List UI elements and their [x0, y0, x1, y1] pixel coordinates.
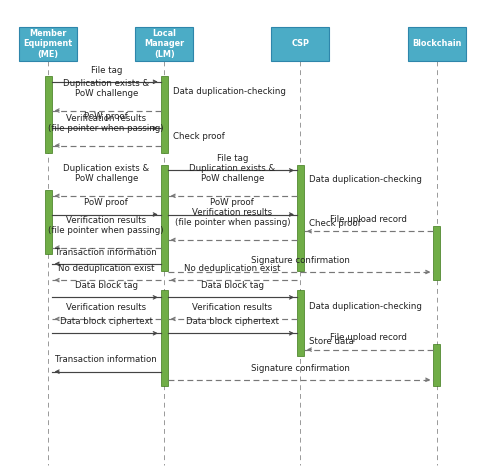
Bar — [433, 344, 440, 386]
Text: File upload record: File upload record — [330, 333, 407, 342]
Text: Duplication exists &
PoW challenge: Duplication exists & PoW challenge — [63, 164, 150, 183]
Text: Data block tag: Data block tag — [201, 281, 264, 290]
Text: PoW proof: PoW proof — [84, 199, 128, 207]
Text: Signature confirmation: Signature confirmation — [251, 256, 350, 265]
Text: CSP: CSP — [292, 39, 310, 48]
Text: Check proof: Check proof — [309, 218, 361, 228]
Text: Verification results
(file pointer when passing): Verification results (file pointer when … — [48, 216, 164, 235]
Text: PoW proof: PoW proof — [210, 199, 254, 207]
Text: Blockchain: Blockchain — [412, 39, 462, 48]
Text: No deduplication exist: No deduplication exist — [58, 264, 154, 273]
Text: Data duplication-checking: Data duplication-checking — [309, 302, 422, 311]
Bar — [160, 290, 168, 386]
Text: Verification results
(file pointer when passing): Verification results (file pointer when … — [174, 208, 290, 228]
Bar — [44, 190, 52, 254]
Text: Data block ciphertext: Data block ciphertext — [60, 317, 152, 326]
Text: No deduplication exist: No deduplication exist — [184, 264, 280, 273]
FancyBboxPatch shape — [272, 27, 330, 61]
Text: Duplication exists &
PoW challenge: Duplication exists & PoW challenge — [63, 79, 150, 98]
Text: Data duplication-checking: Data duplication-checking — [173, 87, 286, 96]
Bar — [44, 76, 52, 153]
Bar — [160, 165, 168, 271]
FancyBboxPatch shape — [19, 27, 77, 61]
Text: Member
Equipment
(ME): Member Equipment (ME) — [24, 29, 73, 59]
Text: PoW proof: PoW proof — [84, 112, 128, 121]
FancyBboxPatch shape — [135, 27, 193, 61]
Text: Data block tag: Data block tag — [74, 281, 138, 290]
Bar — [297, 165, 304, 271]
Text: Duplication exists &
PoW challenge: Duplication exists & PoW challenge — [190, 164, 276, 183]
Text: Verification results: Verification results — [192, 303, 272, 312]
Text: Check proof: Check proof — [173, 133, 225, 142]
Text: File upload record: File upload record — [330, 215, 407, 224]
Bar — [297, 290, 304, 356]
Text: Local
Manager
(LM): Local Manager (LM) — [144, 29, 184, 59]
Text: File tag: File tag — [216, 154, 248, 163]
Text: Transaction information: Transaction information — [56, 247, 157, 257]
Text: Verification results
(file pointer when passing): Verification results (file pointer when … — [48, 114, 164, 133]
Bar — [160, 76, 168, 153]
Text: Data block ciphertext: Data block ciphertext — [186, 317, 279, 326]
FancyBboxPatch shape — [408, 27, 466, 61]
Text: File tag: File tag — [90, 66, 122, 75]
Text: Signature confirmation: Signature confirmation — [251, 363, 350, 372]
Text: Verification results: Verification results — [66, 303, 146, 312]
Text: Transaction information: Transaction information — [56, 355, 157, 364]
Text: Store data: Store data — [309, 337, 354, 346]
Text: Data duplication-checking: Data duplication-checking — [309, 174, 422, 183]
Bar — [433, 226, 440, 280]
